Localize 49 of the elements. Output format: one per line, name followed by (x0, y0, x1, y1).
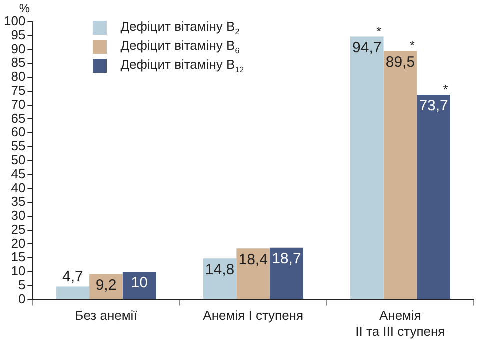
y-tick-label: 50 (11, 152, 26, 168)
bar (236, 248, 270, 300)
legend-label: Дефіцит вітаміну B$_{12}$ (120, 56, 244, 74)
data-label: 9,2 (96, 276, 117, 294)
y-tick-label: 75 (11, 83, 26, 98)
y-tick-label: 10 (11, 264, 26, 279)
data-label: 18,4 (238, 251, 268, 268)
y-tick-label: 60 (11, 124, 26, 140)
bar (270, 248, 304, 300)
data-label: 73,7 (419, 98, 448, 115)
data-label: 10 (131, 274, 148, 292)
bar (122, 272, 156, 300)
y-tick-label: 80 (11, 69, 26, 84)
y-tick-label: 20 (11, 236, 26, 251)
y-tick-label: 35 (11, 194, 26, 210)
annotation: * (410, 38, 415, 54)
y-tick-label: 55 (11, 138, 26, 154)
bar (417, 95, 450, 300)
y-axis-title: % (19, 1, 30, 16)
x-tick-label: Без анемії (75, 308, 138, 324)
y-tick-label: 85 (11, 55, 26, 70)
data-label: 18,7 (272, 250, 302, 268)
y-tick-label: 25 (11, 222, 26, 237)
data-label: 14,8 (205, 261, 235, 278)
bar (56, 286, 90, 300)
y-tick-label: 30 (11, 208, 26, 224)
y-tick-label: 45 (11, 166, 26, 182)
annotation: * (376, 24, 382, 39)
data-label: 94,7 (352, 39, 382, 56)
bar (90, 274, 123, 300)
y-tick-label: 40 (11, 180, 26, 196)
data-label: 89,5 (386, 54, 416, 71)
y-tick-label: 15 (11, 250, 26, 265)
data-label: 4,7 (62, 268, 84, 286)
bar (203, 258, 237, 300)
annotation: * (443, 82, 448, 98)
y-tick-label: 90 (11, 41, 26, 56)
x-tick-label: Анемія II та III ступеня (356, 308, 446, 339)
y-tick-label: 95 (11, 27, 26, 42)
y-tick-label: 100 (4, 14, 26, 29)
legend-label: Дефіцит вітаміну B$_{2}$ (120, 18, 240, 36)
y-tick-label: 70 (11, 96, 26, 112)
y-tick-label: 0 (18, 291, 26, 306)
legend-label: Дефіцит вітаміну B$_{6}$ (120, 38, 240, 56)
y-tick-label: 65 (11, 110, 26, 126)
x-tick-label: Анемія I ступеня (203, 308, 304, 324)
bar (350, 36, 384, 300)
bar (384, 51, 418, 300)
y-tick-label: 5 (18, 277, 26, 292)
